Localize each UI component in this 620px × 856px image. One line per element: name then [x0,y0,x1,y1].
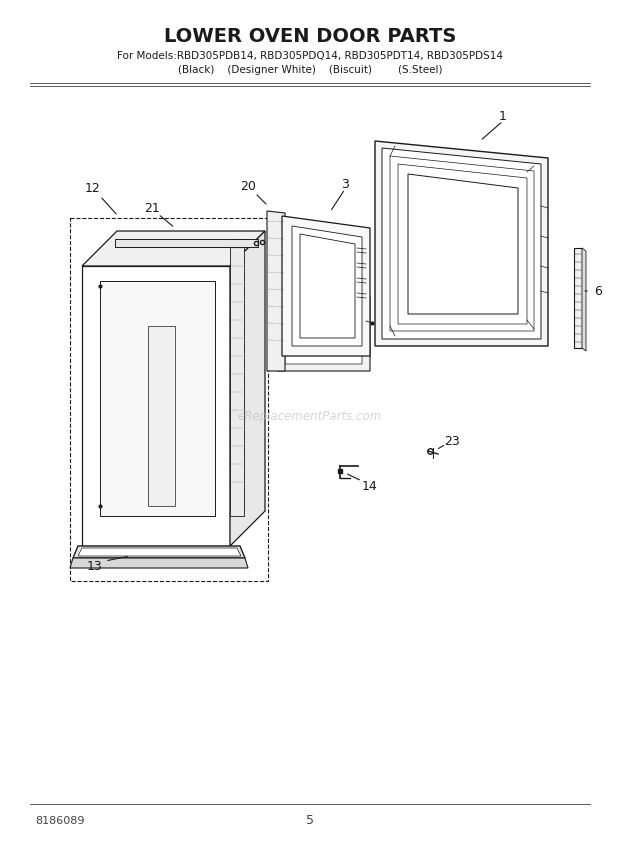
Polygon shape [375,141,548,346]
Polygon shape [278,286,370,371]
Text: 8186089: 8186089 [35,816,84,826]
Polygon shape [282,216,370,356]
Text: LOWER OVEN DOOR PARTS: LOWER OVEN DOOR PARTS [164,27,456,45]
Polygon shape [82,231,265,266]
Text: 21: 21 [144,201,160,215]
Text: 20: 20 [240,180,256,193]
Text: 3: 3 [341,177,349,191]
Polygon shape [285,293,362,364]
Polygon shape [70,558,248,568]
Polygon shape [398,164,527,324]
Polygon shape [148,326,175,506]
Polygon shape [582,248,586,351]
Polygon shape [574,248,582,348]
Polygon shape [115,239,258,247]
Text: 6: 6 [594,284,602,298]
Polygon shape [292,226,362,346]
Polygon shape [73,546,245,558]
Polygon shape [82,266,230,546]
Polygon shape [382,148,541,339]
Text: 5: 5 [306,815,314,828]
Text: 13: 13 [87,560,103,573]
Polygon shape [300,234,355,338]
Text: 1: 1 [499,110,507,122]
Text: 12: 12 [85,181,101,194]
Text: 23: 23 [444,435,460,448]
Text: (Black)    (Designer White)    (Biscuit)        (S.Steel): (Black) (Designer White) (Biscuit) (S.St… [178,65,442,75]
Text: 14: 14 [362,479,378,492]
Text: For Models:RBD305PDB14, RBD305PDQ14, RBD305PDT14, RBD305PDS14: For Models:RBD305PDB14, RBD305PDQ14, RBD… [117,51,503,61]
Polygon shape [100,281,215,516]
Polygon shape [267,211,285,371]
Polygon shape [230,239,244,516]
Polygon shape [390,156,534,331]
Text: eReplacementParts.com: eReplacementParts.com [238,409,382,423]
Polygon shape [78,548,241,556]
Polygon shape [408,174,518,314]
Polygon shape [230,231,265,546]
